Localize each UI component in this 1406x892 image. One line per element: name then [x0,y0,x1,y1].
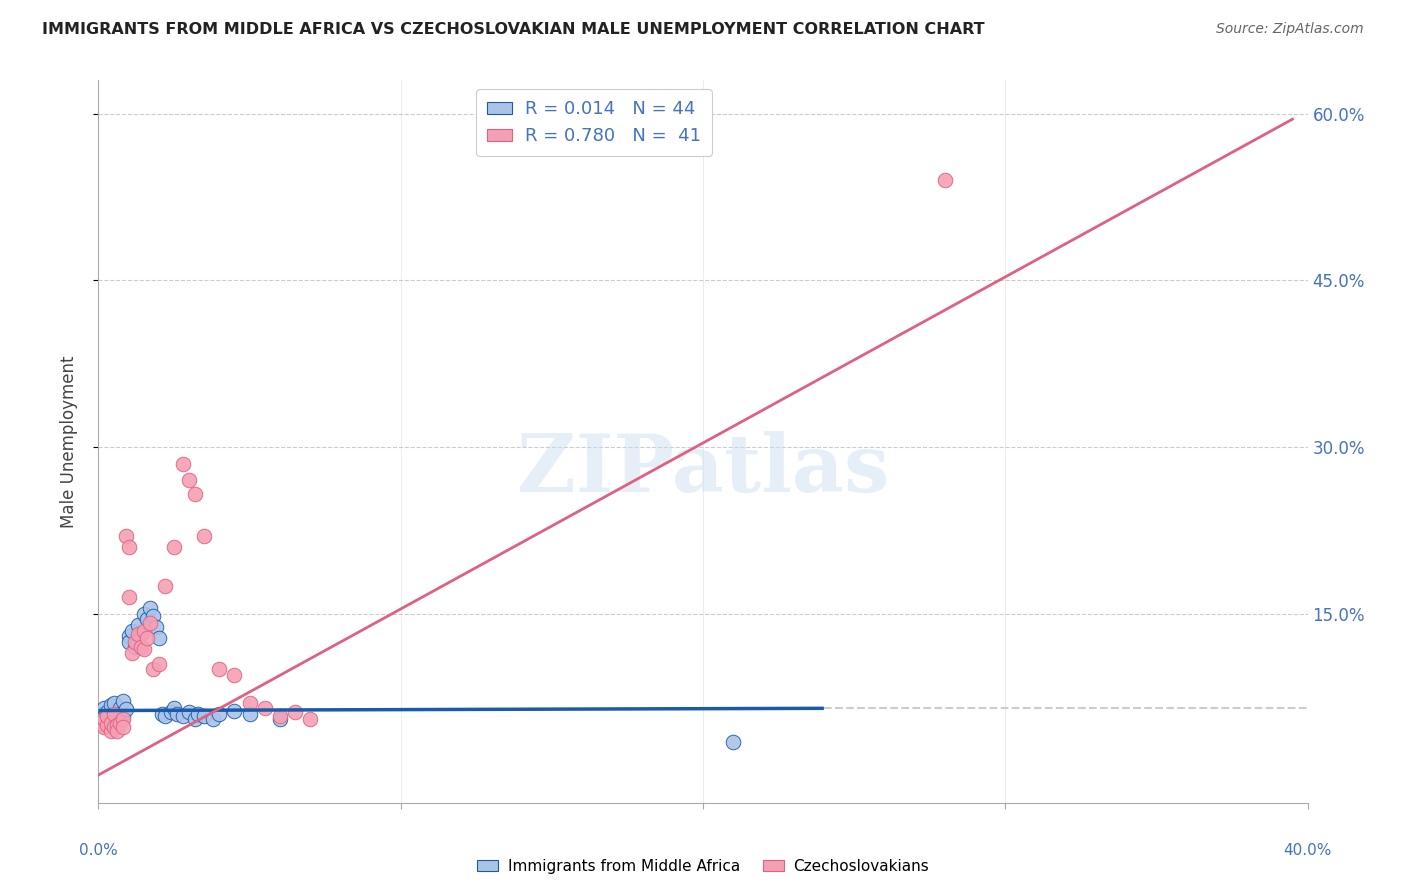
Point [118,634,141,648]
Point [135,612,157,626]
Point [108,715,131,730]
Point [239,706,262,721]
Point [118,590,141,604]
Point [193,709,215,723]
Point [121,624,143,638]
Point [142,609,165,624]
Point [148,657,170,671]
Point [148,632,170,646]
Text: Source: ZipAtlas.com: Source: ZipAtlas.com [1216,22,1364,37]
Point [103,720,125,734]
Point [124,640,146,655]
Point [142,662,165,676]
Point [129,627,152,641]
Point [202,713,225,727]
Point [723,734,745,748]
Point [96,713,118,727]
Point [139,601,162,615]
Point [100,723,122,738]
Point [100,698,122,712]
Point [108,701,131,715]
Point [284,705,307,719]
Legend: R = 0.014   N = 44, R = 0.780   N =  41: R = 0.014 N = 44, R = 0.780 N = 41 [477,89,711,156]
Point [184,487,207,501]
Point [145,620,167,634]
Point [124,634,146,648]
Point [208,706,231,721]
Point [111,709,134,723]
Point [100,715,122,730]
Point [172,709,194,723]
Point [139,615,162,630]
Point [132,624,155,638]
Point [269,713,291,727]
Point [121,646,143,660]
Point [299,713,322,727]
Point [132,642,155,657]
Point [132,607,155,621]
Legend: Immigrants from Middle Africa, Czechoslovakians: Immigrants from Middle Africa, Czechoslo… [471,853,935,880]
Point [114,702,136,716]
Point [103,709,125,723]
Point [90,706,112,721]
Y-axis label: Male Unemployment: Male Unemployment [59,355,77,528]
Point [105,713,128,727]
Point [105,723,128,738]
Point [153,709,176,723]
Point [269,709,291,723]
Point [153,579,176,593]
Point [193,529,215,543]
Point [127,627,149,641]
Point [93,709,115,723]
Point [111,713,134,727]
Point [187,706,209,721]
Point [105,718,128,732]
Point [179,705,201,719]
Text: IMMIGRANTS FROM MIDDLE AFRICA VS CZECHOSLOVAKIAN MALE UNEMPLOYMENT CORRELATION C: IMMIGRANTS FROM MIDDLE AFRICA VS CZECHOS… [42,22,984,37]
Point [96,705,118,719]
Point [111,693,134,707]
Point [224,704,246,718]
Point [96,709,118,723]
Point [105,706,128,721]
Point [114,529,136,543]
Point [208,662,231,676]
Text: 0.0%: 0.0% [79,843,118,857]
Point [111,720,134,734]
Point [239,696,262,710]
Point [135,632,157,646]
Point [172,457,194,471]
Text: 40.0%: 40.0% [1284,843,1331,857]
Point [166,706,188,721]
Point [129,640,152,655]
Point [118,629,141,643]
Point [90,715,112,730]
Point [224,668,246,682]
Point [103,706,125,721]
Point [93,720,115,734]
Point [118,540,141,554]
Point [93,701,115,715]
Point [184,713,207,727]
Point [127,618,149,632]
Point [253,701,276,715]
Point [103,696,125,710]
Point [934,173,956,187]
Point [93,713,115,727]
Point [96,718,118,732]
Text: ZIPatlas: ZIPatlas [517,432,889,509]
Point [100,706,122,721]
Point [150,706,173,721]
Point [108,706,131,721]
Point [179,474,201,488]
Point [163,701,186,715]
Point [160,705,183,719]
Point [163,540,186,554]
